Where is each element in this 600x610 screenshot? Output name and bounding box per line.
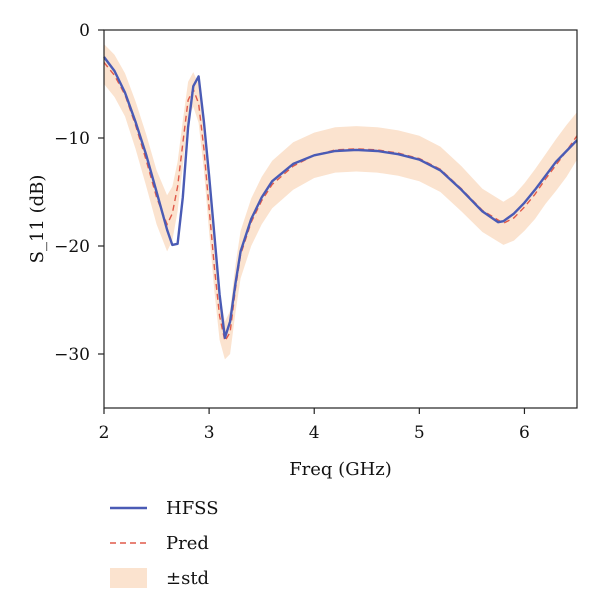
legend-std-swatch: [110, 568, 147, 588]
std-band-area: [104, 44, 577, 360]
y-tick-label: −30: [54, 345, 90, 365]
x-axis-label: Freq (GHz): [289, 459, 392, 480]
hfss-line: [103, 56, 578, 339]
legend-hfss-label: HFSS: [166, 498, 219, 519]
x-axis-ticks: 2 3 4 5 6: [99, 408, 530, 443]
std-band: [104, 44, 577, 360]
legend-pred-label: Pred: [166, 533, 209, 554]
x-tick-label: 3: [204, 423, 215, 443]
y-tick-label: −10: [54, 129, 90, 149]
x-tick-label: 4: [309, 423, 320, 443]
hfss-series: [103, 56, 578, 339]
legend: HFSS Pred ±std: [110, 498, 219, 589]
y-axis-ticks: 0 −10 −20 −30: [54, 21, 104, 365]
y-tick-label: −20: [54, 237, 90, 257]
plot-area-frame: [103, 29, 578, 409]
y-axis-label: S_11 (dB): [27, 175, 48, 264]
legend-std-label: ±std: [166, 568, 209, 589]
x-tick-label: 5: [414, 423, 425, 443]
x-tick-label: 2: [99, 423, 110, 443]
x-tick-label: 6: [519, 423, 530, 443]
y-tick-label: 0: [79, 21, 90, 41]
